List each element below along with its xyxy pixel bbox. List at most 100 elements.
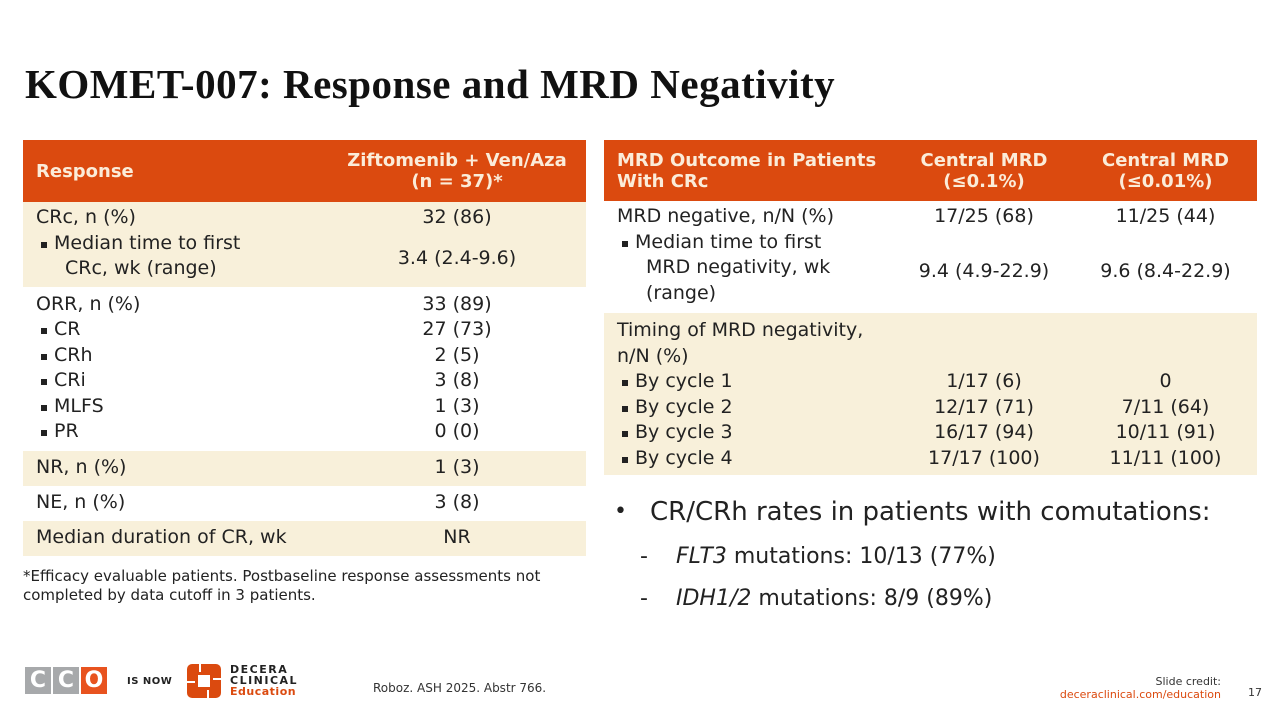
row-value-1: 16/17 (94) bbox=[934, 421, 1034, 443]
is-now-label: IS NOW bbox=[127, 676, 173, 687]
row-label-line2: n/N (%) bbox=[617, 344, 689, 367]
row-label: By cycle 1 bbox=[604, 369, 894, 395]
header-line: (≤0.1%) bbox=[943, 170, 1025, 192]
response-table: Response Ziftomenib + Ven/Aza (n = 37)* … bbox=[23, 140, 586, 556]
header-response: Response bbox=[36, 160, 134, 182]
table-row: Median time to first CRc, wk (range) 3.4… bbox=[23, 230, 586, 287]
row-label: CRh bbox=[23, 343, 328, 369]
row-value: 1 (3) bbox=[434, 456, 480, 479]
row-label: Timing of MRD negativity, n/N (%) bbox=[604, 313, 894, 369]
row-value: 32 (86) bbox=[422, 206, 492, 228]
row-value-2: 0 bbox=[1159, 370, 1172, 392]
row-label-text: By cycle 3 bbox=[617, 420, 894, 446]
page-number: 17 bbox=[1248, 686, 1262, 699]
row-value-1: 1/17 (6) bbox=[946, 370, 1022, 392]
table-row: PR 0 (0) bbox=[23, 419, 586, 451]
row-label-text: MLFS bbox=[36, 394, 328, 420]
wordmark-line: Education bbox=[230, 685, 297, 698]
row-value: 27 (73) bbox=[422, 318, 492, 340]
row-value: 0 (0) bbox=[434, 420, 480, 442]
row-value: 3 (8) bbox=[434, 369, 480, 391]
header-arm-n: (n = 37)* bbox=[411, 171, 503, 192]
table-row: MLFS 1 (3) bbox=[23, 394, 586, 420]
row-value: 2 (5) bbox=[434, 343, 480, 366]
credit-link[interactable]: deceraclinical.com/education bbox=[1059, 688, 1221, 701]
row-label: ORR, n (%) bbox=[36, 292, 141, 315]
comutation-bullets: CR/CRh rates in patients with comutation… bbox=[614, 495, 1254, 613]
row-label: By cycle 3 bbox=[604, 420, 894, 446]
table-row: CRh 2 (5) bbox=[23, 343, 586, 369]
wordmark-line: CLINICAL bbox=[230, 674, 299, 687]
table-footnote: *Efficacy evaluable patients. Postbaseli… bbox=[23, 567, 541, 604]
row-label-line3: (range) bbox=[646, 281, 717, 304]
table-row: Median time to first MRD negativity, wk … bbox=[604, 230, 1257, 314]
row-label-line2: CRc, wk (range) bbox=[65, 257, 217, 279]
row-value-2: 7/11 (64) bbox=[1121, 395, 1210, 418]
credit-label: Slide credit: bbox=[1155, 675, 1222, 688]
decera-wordmark: DECERA CLINICAL Education bbox=[230, 664, 298, 697]
table-row: CRc, n (%) 32 (86) bbox=[23, 202, 586, 231]
header-mrd-outcome: MRD Outcome in Patients With CRc bbox=[604, 140, 894, 201]
row-value: 33 (89) bbox=[422, 292, 492, 315]
row-value-1: 17/25 (68) bbox=[934, 205, 1034, 227]
row-label: NR, n (%) bbox=[36, 456, 127, 479]
row-value-2: 9.6 (8.4-22.9) bbox=[1100, 259, 1231, 282]
table-row: NE, n (%) 3 (8) bbox=[23, 486, 586, 521]
bullet-sub-idh: IDH1/2 mutations: 8/9 (89%) bbox=[614, 585, 1254, 613]
row-label: NE, n (%) bbox=[36, 491, 126, 514]
empty-cell bbox=[1074, 313, 1257, 369]
header-line: Central MRD bbox=[920, 149, 1048, 171]
table-row: MRD negative, n/N (%) 17/25 (68) 11/25 (… bbox=[604, 201, 1257, 230]
row-value-1: 17/17 (100) bbox=[928, 446, 1040, 469]
row-label: CRc, n (%) bbox=[36, 206, 136, 228]
row-label: Median time to first CRc, wk (range) bbox=[23, 231, 328, 287]
row-label-text: CR bbox=[36, 317, 328, 343]
row-label-text: By cycle 2 bbox=[617, 395, 894, 421]
table-header-row: Response Ziftomenib + Ven/Aza (n = 37)* bbox=[23, 140, 586, 202]
table-row: CRi 3 (8) bbox=[23, 368, 586, 394]
row-value-1: 9.4 (4.9-22.9) bbox=[918, 259, 1050, 282]
slide-title: KOMET-007: Response and MRD Negativity bbox=[25, 61, 836, 107]
bullet-text: mutations: 8/9 (89%) bbox=[751, 586, 993, 611]
row-label-text: By cycle 1 bbox=[617, 369, 894, 395]
row-value-2: 11/11 (100) bbox=[1109, 446, 1222, 469]
table-row: CR 27 (73) bbox=[23, 317, 586, 343]
cco-letter: C bbox=[25, 667, 51, 694]
cco-letter: O bbox=[81, 667, 107, 694]
header-line: MRD Outcome in Patients bbox=[617, 149, 877, 171]
row-value: 1 (3) bbox=[434, 394, 480, 417]
row-label: By cycle 4 bbox=[604, 446, 894, 476]
table-row: NR, n (%) 1 (3) bbox=[23, 450, 586, 486]
header-line: (≤0.01%) bbox=[1118, 170, 1213, 192]
table-row: Median duration of CR, wk NR bbox=[23, 520, 586, 556]
decera-logo-icon bbox=[187, 664, 221, 698]
gene-name: FLT3 bbox=[676, 544, 727, 569]
row-label-text: CRi bbox=[36, 368, 328, 394]
row-label: Median duration of CR, wk bbox=[36, 526, 287, 549]
row-value: NR bbox=[443, 526, 471, 549]
row-label: PR bbox=[23, 419, 328, 451]
row-label: CR bbox=[23, 317, 328, 343]
row-label-line1: Timing of MRD negativity, bbox=[617, 319, 864, 341]
cco-logo: C C O bbox=[25, 667, 107, 694]
row-label-text: PR bbox=[36, 419, 328, 445]
row-label: By cycle 2 bbox=[604, 395, 894, 421]
table-row: By cycle 3 16/17 (94) 10/11 (91) bbox=[604, 420, 1257, 446]
wordmark-line: DECERA bbox=[230, 663, 289, 676]
header-arm: Ziftomenib + Ven/Aza (n = 37)* bbox=[328, 140, 586, 202]
row-label-line1: Median time to first bbox=[36, 231, 328, 257]
table-row: By cycle 2 12/17 (71) 7/11 (64) bbox=[604, 394, 1257, 421]
bullet-main: CR/CRh rates in patients with comutation… bbox=[614, 495, 1254, 529]
table-row: ORR, n (%) 33 (89) bbox=[23, 287, 586, 318]
row-label-line1: Median time to first bbox=[617, 230, 894, 256]
row-value-1: 12/17 (71) bbox=[934, 395, 1034, 418]
mrd-table: MRD Outcome in Patients With CRc Central… bbox=[604, 140, 1257, 475]
empty-cell bbox=[894, 313, 1074, 369]
slide-credit: Slide credit: deceraclinical.com/educati… bbox=[1060, 675, 1221, 701]
header-central-mrd-01: Central MRD (≤0.1%) bbox=[894, 140, 1074, 201]
row-value: 3 (8) bbox=[434, 491, 480, 514]
row-label-text: By cycle 4 bbox=[617, 446, 894, 472]
row-value-2: 11/25 (44) bbox=[1115, 205, 1216, 227]
row-value: 3.4 (2.4-9.6) bbox=[397, 246, 517, 269]
gene-name: IDH1/2 bbox=[676, 586, 752, 611]
